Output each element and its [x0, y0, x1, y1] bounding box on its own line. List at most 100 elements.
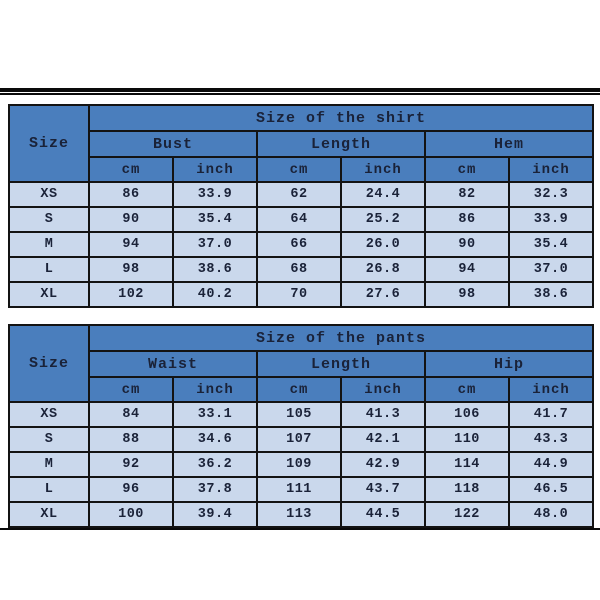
value-cell: 36.2: [172, 451, 258, 478]
shirt-row-xs: XS 86 33.9 62 24.4 82 32.3: [8, 181, 594, 208]
value-cell: 26.8: [340, 256, 426, 283]
pants-table-title: Size of the pants: [88, 324, 594, 352]
size-cell-s: S: [8, 426, 90, 453]
value-cell: 46.5: [508, 476, 594, 503]
value-cell: 35.4: [172, 206, 258, 233]
unit-header-cm: cm: [256, 376, 342, 403]
value-cell: 86: [424, 206, 510, 233]
value-cell: 42.9: [340, 451, 426, 478]
value-cell: 41.3: [340, 401, 426, 428]
value-cell: 109: [256, 451, 342, 478]
value-cell: 84: [88, 401, 174, 428]
value-cell: 88: [88, 426, 174, 453]
group-header-bust: Bust: [88, 130, 258, 158]
value-cell: 113: [256, 501, 342, 528]
value-cell: 25.2: [340, 206, 426, 233]
shirt-unit-header-row: cm inch cm inch cm inch: [9, 156, 594, 183]
value-cell: 90: [424, 231, 510, 258]
value-cell: 90: [88, 206, 174, 233]
group-header-length: Length: [256, 130, 426, 158]
size-cell-xl: XL: [8, 501, 90, 528]
pants-row-s: S 88 34.6 107 42.1 110 43.3: [8, 426, 594, 453]
value-cell: 107: [256, 426, 342, 453]
value-cell: 37.0: [172, 231, 258, 258]
value-cell: 122: [424, 501, 510, 528]
value-cell: 37.0: [508, 256, 594, 283]
size-cell-xl: XL: [8, 281, 90, 308]
bottom-rule: [0, 528, 600, 530]
group-header-length: Length: [256, 350, 426, 378]
value-cell: 38.6: [172, 256, 258, 283]
value-cell: 70: [256, 281, 342, 308]
value-cell: 24.4: [340, 181, 426, 208]
value-cell: 86: [88, 181, 174, 208]
value-cell: 68: [256, 256, 342, 283]
unit-header-inch: inch: [508, 156, 594, 183]
shirt-title-row: Size Size of the shirt: [8, 104, 594, 183]
value-cell: 94: [424, 256, 510, 283]
value-cell: 105: [256, 401, 342, 428]
unit-header-inch: inch: [172, 156, 258, 183]
shirt-row-l: L 98 38.6 68 26.8 94 37.0: [8, 256, 594, 283]
value-cell: 92: [88, 451, 174, 478]
unit-header-cm: cm: [424, 156, 510, 183]
top-double-rule: [0, 88, 600, 95]
value-cell: 39.4: [172, 501, 258, 528]
value-cell: 38.6: [508, 281, 594, 308]
size-cell-m: M: [8, 231, 90, 258]
shirt-row-xl: XL 102 40.2 70 27.6 98 38.6: [8, 281, 594, 308]
pants-size-table-container: Size Size of the pants Waist Length Hip cm inc…: [8, 324, 594, 528]
group-header-waist: Waist: [88, 350, 258, 378]
value-cell: 33.9: [508, 206, 594, 233]
value-cell: 64: [256, 206, 342, 233]
value-cell: 48.0: [508, 501, 594, 528]
value-cell: 111: [256, 476, 342, 503]
value-cell: 66: [256, 231, 342, 258]
value-cell: 100: [88, 501, 174, 528]
pants-row-l: L 96 37.8 111 43.7 118 46.5: [8, 476, 594, 503]
pants-title-row: Size Size of the pants: [8, 324, 594, 403]
value-cell: 32.3: [508, 181, 594, 208]
value-cell: 98: [424, 281, 510, 308]
size-cell-xs: XS: [8, 401, 90, 428]
shirt-table-title: Size of the shirt: [88, 104, 594, 132]
pants-group-header-row: Waist Length Hip: [9, 350, 594, 378]
shirt-size-table-container: Size Size of the shirt Bust Length Hem cm inch…: [8, 104, 594, 308]
size-cell-s: S: [8, 206, 90, 233]
unit-header-inch: inch: [172, 376, 258, 403]
pants-row-xs: XS 84 33.1 105 41.3 106 41.7: [8, 401, 594, 428]
size-corner-label: Size: [8, 324, 90, 403]
value-cell: 27.6: [340, 281, 426, 308]
size-cell-xs: XS: [8, 181, 90, 208]
value-cell: 118: [424, 476, 510, 503]
value-cell: 102: [88, 281, 174, 308]
size-cell-m: M: [8, 451, 90, 478]
shirt-row-m: M 94 37.0 66 26.0 90 35.4: [8, 231, 594, 258]
value-cell: 96: [88, 476, 174, 503]
size-cell-l: L: [8, 476, 90, 503]
pants-row-m: M 92 36.2 109 42.9 114 44.9: [8, 451, 594, 478]
value-cell: 35.4: [508, 231, 594, 258]
value-cell: 41.7: [508, 401, 594, 428]
value-cell: 43.3: [508, 426, 594, 453]
shirt-group-header-row: Bust Length Hem: [9, 130, 594, 158]
shirt-row-s: S 90 35.4 64 25.2 86 33.9: [8, 206, 594, 233]
size-cell-l: L: [8, 256, 90, 283]
unit-header-inch: inch: [508, 376, 594, 403]
value-cell: 94: [88, 231, 174, 258]
value-cell: 98: [88, 256, 174, 283]
unit-header-cm: cm: [256, 156, 342, 183]
value-cell: 33.1: [172, 401, 258, 428]
value-cell: 34.6: [172, 426, 258, 453]
value-cell: 40.2: [172, 281, 258, 308]
unit-header-inch: inch: [340, 376, 426, 403]
pants-size-table: Size Size of the pants Waist Length Hip cm inc…: [8, 324, 594, 528]
value-cell: 62: [256, 181, 342, 208]
value-cell: 110: [424, 426, 510, 453]
unit-header-cm: cm: [88, 156, 174, 183]
group-header-hem: Hem: [424, 130, 594, 158]
unit-header-inch: inch: [340, 156, 426, 183]
size-corner-label: Size: [8, 104, 90, 183]
value-cell: 42.1: [340, 426, 426, 453]
value-cell: 114: [424, 451, 510, 478]
